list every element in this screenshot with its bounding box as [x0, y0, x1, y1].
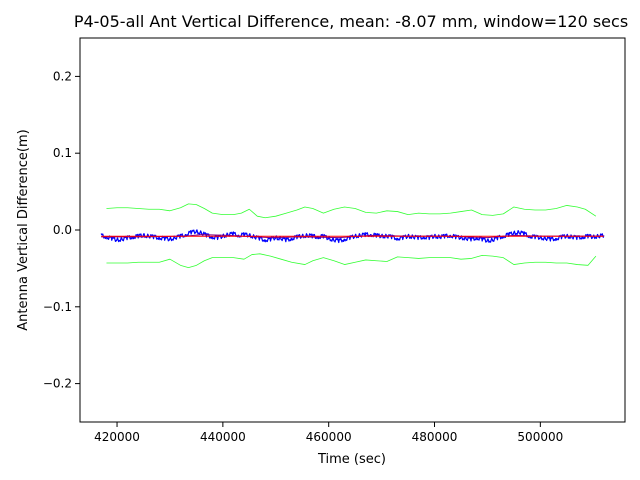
series-line-lower-band	[106, 253, 597, 269]
x-tick-label: 420000	[94, 430, 140, 444]
plot-frame	[79, 37, 626, 423]
x-tick-label: 500000	[517, 430, 563, 444]
x-axis: 420000 440000 460000 480000 500000	[94, 422, 563, 444]
x-tick-label: 440000	[200, 430, 246, 444]
x-axis-label: Time (sec)	[317, 452, 386, 467]
y-tick-label: 0.1	[53, 146, 72, 160]
y-axis: −0.2 −0.1 0.0 0.1 0.2	[43, 69, 80, 391]
x-tick-label: 460000	[306, 430, 352, 444]
chart-title: P4-05-all Ant Vertical Difference, mean:…	[74, 12, 628, 31]
series-line-upper-band	[106, 203, 597, 219]
y-tick-label: −0.1	[43, 300, 72, 314]
x-tick-label: 480000	[412, 430, 458, 444]
y-tick-label: −0.2	[43, 377, 72, 391]
y-tick-label: 0.0	[53, 223, 72, 237]
y-axis-label: Antenna Vertical Difference(m)	[16, 129, 31, 330]
y-tick-label: 0.2	[53, 69, 72, 83]
